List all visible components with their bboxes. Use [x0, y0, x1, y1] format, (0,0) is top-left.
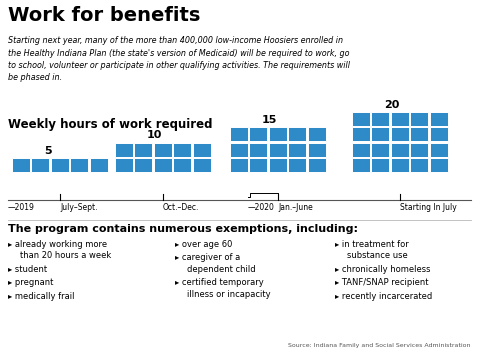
Text: dependent child: dependent child	[187, 265, 256, 274]
Bar	[352, 143, 370, 157]
Text: ▸ TANF/SNAP recipient: ▸ TANF/SNAP recipient	[335, 278, 429, 288]
Bar	[230, 127, 248, 141]
Bar	[173, 158, 192, 172]
Bar	[288, 158, 307, 172]
Bar	[51, 158, 69, 172]
Bar	[352, 127, 370, 141]
Bar	[430, 158, 448, 172]
Bar	[250, 143, 267, 157]
Text: The program contains numerous exemptions, including:: The program contains numerous exemptions…	[8, 224, 358, 234]
Text: Work for benefits: Work for benefits	[8, 6, 200, 25]
Text: Starting In July: Starting In July	[400, 203, 457, 212]
Bar	[115, 158, 133, 172]
Bar	[391, 112, 409, 126]
Bar	[250, 127, 267, 141]
Bar	[154, 158, 172, 172]
Bar	[391, 127, 409, 141]
Bar	[372, 158, 389, 172]
Bar	[70, 158, 89, 172]
Text: —2019: —2019	[8, 203, 35, 212]
Bar	[411, 158, 429, 172]
Bar	[308, 143, 326, 157]
Bar	[32, 158, 49, 172]
Bar	[308, 127, 326, 141]
Text: 15: 15	[262, 115, 277, 125]
Bar	[391, 143, 409, 157]
Bar	[90, 158, 108, 172]
Text: ▸ student: ▸ student	[8, 265, 47, 274]
Bar	[193, 158, 211, 172]
Text: —2020: —2020	[248, 203, 275, 212]
Bar	[269, 143, 287, 157]
Bar	[288, 143, 307, 157]
Text: Source: Indiana Family and Social Services Administration: Source: Indiana Family and Social Servic…	[288, 343, 471, 348]
Bar	[230, 143, 248, 157]
Bar	[391, 158, 409, 172]
Bar	[135, 158, 152, 172]
Text: ▸ pregnant: ▸ pregnant	[8, 278, 53, 288]
Bar	[154, 143, 172, 157]
Text: Starting next year, many of the more than 400,000 low-income Hoosiers enrolled i: Starting next year, many of the more tha…	[8, 36, 350, 82]
Bar	[352, 112, 370, 126]
Text: ▸ chronically homeless: ▸ chronically homeless	[335, 265, 431, 274]
Bar	[372, 112, 389, 126]
Bar	[269, 127, 287, 141]
Text: 10: 10	[147, 131, 162, 140]
Text: ▸ already working more: ▸ already working more	[8, 240, 107, 249]
Bar	[430, 143, 448, 157]
Text: ▸ certified temporary: ▸ certified temporary	[175, 278, 264, 288]
Text: Jan.–June: Jan.–June	[278, 203, 313, 212]
Text: ▸ recently incarcerated: ▸ recently incarcerated	[335, 292, 432, 301]
Bar	[411, 127, 429, 141]
Bar	[250, 158, 267, 172]
Bar	[372, 127, 389, 141]
Text: 5: 5	[44, 146, 52, 156]
Bar	[352, 158, 370, 172]
Text: ▸ caregiver of a: ▸ caregiver of a	[175, 253, 240, 263]
Bar	[372, 143, 389, 157]
Text: ▸ in treatment for: ▸ in treatment for	[335, 240, 409, 249]
Text: than 20 hours a week: than 20 hours a week	[20, 251, 111, 260]
Text: Weekly hours of work required: Weekly hours of work required	[8, 118, 213, 131]
Text: ▸ over age 60: ▸ over age 60	[175, 240, 232, 249]
Bar	[288, 127, 307, 141]
Bar	[411, 143, 429, 157]
Text: substance use: substance use	[347, 251, 408, 260]
Bar	[430, 127, 448, 141]
Bar	[173, 143, 192, 157]
Text: 20: 20	[384, 100, 399, 109]
Bar	[430, 112, 448, 126]
Bar	[308, 158, 326, 172]
Bar	[12, 158, 30, 172]
Bar	[115, 143, 133, 157]
Bar	[193, 143, 211, 157]
Text: ▸ medically frail: ▸ medically frail	[8, 292, 75, 301]
Bar	[411, 112, 429, 126]
Text: illness or incapacity: illness or incapacity	[187, 290, 271, 299]
Bar	[269, 158, 287, 172]
Bar	[135, 143, 152, 157]
Text: Oct.–Dec.: Oct.–Dec.	[163, 203, 199, 212]
Bar	[230, 158, 248, 172]
Text: July–Sept.: July–Sept.	[60, 203, 98, 212]
